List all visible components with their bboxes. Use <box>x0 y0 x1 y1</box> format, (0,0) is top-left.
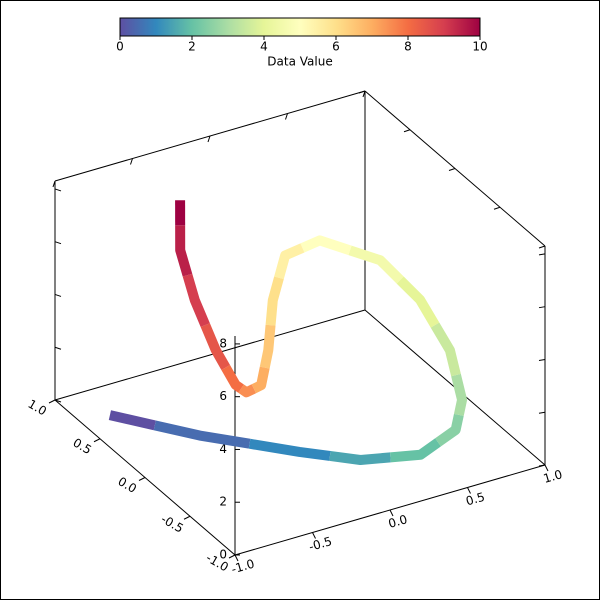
y-tick <box>358 90 366 94</box>
colorbar-tick-label: 0 <box>116 40 124 54</box>
y-tick <box>448 168 456 171</box>
line-segment <box>200 323 231 370</box>
z-tick <box>54 188 62 192</box>
x-tick <box>362 90 366 98</box>
x-tick <box>234 554 239 562</box>
y-tick-label: 0.0 <box>115 474 139 496</box>
line-segment <box>390 438 441 463</box>
colorbar-tick-label: 10 <box>472 40 487 54</box>
z-tick <box>538 411 546 414</box>
line-segment <box>435 413 464 447</box>
line-segment <box>274 243 305 280</box>
line-segment <box>221 365 244 393</box>
z-tick <box>538 358 546 361</box>
colorbar-tick-label: 4 <box>260 40 268 54</box>
x-tick-label: -1.0 <box>230 557 256 577</box>
line-segment <box>175 225 193 277</box>
z-tick-label: 0 <box>219 548 227 562</box>
box-edge <box>54 309 366 401</box>
z-tick <box>538 253 546 256</box>
y-tick-label: 0.5 <box>70 435 94 457</box>
line-segment <box>300 235 352 256</box>
y-tick <box>493 206 501 210</box>
x-tick <box>52 180 56 188</box>
line-segment <box>259 324 276 369</box>
colorbar-tick-label: 2 <box>188 40 196 54</box>
line-segment <box>108 410 156 431</box>
y-tick <box>183 515 191 520</box>
x-tick <box>130 158 133 165</box>
x-tick <box>467 487 471 494</box>
y-tick <box>403 129 411 133</box>
x-tick-label: 1.0 <box>542 467 564 486</box>
z-tick <box>54 399 62 403</box>
y-tick <box>538 245 546 249</box>
line-segment <box>238 384 257 398</box>
z-tick <box>54 241 62 245</box>
z-tick <box>54 346 62 350</box>
line-segment <box>451 373 468 416</box>
line-segment <box>251 366 270 394</box>
z-tick-label: 6 <box>219 389 227 403</box>
x-tick <box>312 532 316 539</box>
y-tick <box>48 399 56 404</box>
y-tick <box>228 554 236 559</box>
z-tick <box>538 306 546 309</box>
z-tick-label: 4 <box>219 442 227 456</box>
x-tick <box>207 135 211 143</box>
line-segment <box>329 451 391 465</box>
y-tick-label: -0.5 <box>159 512 186 536</box>
z-tick-label: 2 <box>219 495 227 509</box>
line-segment <box>348 245 404 284</box>
z-tick <box>54 293 62 297</box>
z-tick-label: 8 <box>219 336 227 350</box>
colorbar <box>119 17 481 37</box>
line-segment <box>265 276 284 326</box>
y-tick <box>93 438 101 443</box>
line-segment <box>430 322 461 377</box>
x-tick-label: 0.0 <box>387 512 409 531</box>
x-tick-label: -0.5 <box>307 534 333 554</box>
x-tick <box>544 464 549 472</box>
line-segment <box>153 420 251 449</box>
y-tick <box>138 477 146 481</box>
colorbar-tick-label: 6 <box>332 40 340 54</box>
colorbar-tick-label: 8 <box>404 40 412 54</box>
x-tick <box>285 113 288 120</box>
z-tick <box>538 464 546 467</box>
y-tick-label: 1.0 <box>25 397 49 419</box>
line-segment <box>248 438 331 461</box>
colorbar-label: Data Value <box>267 55 332 69</box>
x-tick-label: 0.5 <box>464 490 486 509</box>
line-segment <box>396 276 440 328</box>
x-tick <box>389 509 394 517</box>
line-segment <box>182 273 210 327</box>
